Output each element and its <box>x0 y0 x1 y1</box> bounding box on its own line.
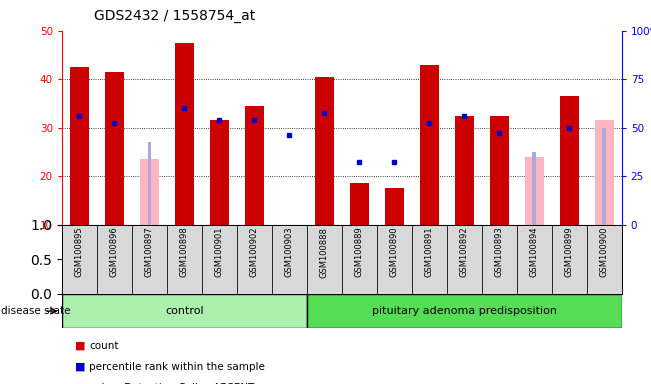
Text: percentile rank within the sample: percentile rank within the sample <box>89 362 265 372</box>
Bar <box>62 294 307 328</box>
Bar <box>210 121 229 225</box>
Bar <box>167 225 202 294</box>
Text: ■: ■ <box>75 341 85 351</box>
Bar <box>560 96 579 225</box>
Bar <box>447 225 482 294</box>
Bar <box>533 152 536 225</box>
Text: count: count <box>89 341 118 351</box>
Text: ■: ■ <box>75 383 85 384</box>
Bar <box>525 157 544 225</box>
Text: control: control <box>165 306 204 316</box>
Bar <box>594 121 614 225</box>
Text: GSM100898: GSM100898 <box>180 227 189 278</box>
Bar <box>587 225 622 294</box>
Bar <box>245 106 264 225</box>
Bar <box>307 225 342 294</box>
Bar <box>517 225 551 294</box>
Bar <box>377 225 411 294</box>
Text: GDS2432 / 1558754_at: GDS2432 / 1558754_at <box>94 9 256 23</box>
Bar <box>454 116 474 225</box>
Text: disease state: disease state <box>1 306 70 316</box>
Text: GSM100894: GSM100894 <box>530 227 539 277</box>
Bar <box>70 67 89 225</box>
Text: GSM100888: GSM100888 <box>320 227 329 278</box>
Bar <box>385 188 404 225</box>
Bar <box>411 225 447 294</box>
Text: value, Detection Call = ABSENT: value, Detection Call = ABSENT <box>89 383 255 384</box>
Text: GSM100903: GSM100903 <box>284 227 294 277</box>
Bar <box>140 159 159 225</box>
Text: GSM100893: GSM100893 <box>495 227 504 278</box>
Text: GSM100891: GSM100891 <box>424 227 434 277</box>
Text: GSM100889: GSM100889 <box>355 227 364 278</box>
Bar <box>490 116 509 225</box>
Bar <box>420 65 439 225</box>
Bar <box>237 225 271 294</box>
Bar <box>105 72 124 225</box>
Bar <box>350 184 369 225</box>
Bar <box>202 225 237 294</box>
Bar <box>148 142 151 225</box>
Bar <box>97 225 132 294</box>
Text: GSM100895: GSM100895 <box>75 227 84 277</box>
Text: GSM100899: GSM100899 <box>564 227 574 277</box>
Bar <box>482 225 517 294</box>
Bar <box>602 128 606 225</box>
Bar <box>62 225 97 294</box>
Text: GSM100900: GSM100900 <box>600 227 609 277</box>
Text: GSM100901: GSM100901 <box>215 227 224 277</box>
Bar <box>174 43 194 225</box>
Text: ■: ■ <box>75 362 85 372</box>
Bar <box>342 225 377 294</box>
Text: GSM100902: GSM100902 <box>250 227 259 277</box>
Bar <box>314 77 334 225</box>
Text: GSM100897: GSM100897 <box>145 227 154 278</box>
Bar <box>271 225 307 294</box>
Bar <box>551 225 587 294</box>
Bar <box>307 294 622 328</box>
Text: GSM100896: GSM100896 <box>110 227 119 278</box>
Bar <box>132 225 167 294</box>
Text: GSM100890: GSM100890 <box>390 227 399 277</box>
Text: GSM100892: GSM100892 <box>460 227 469 277</box>
Text: pituitary adenoma predisposition: pituitary adenoma predisposition <box>372 306 557 316</box>
